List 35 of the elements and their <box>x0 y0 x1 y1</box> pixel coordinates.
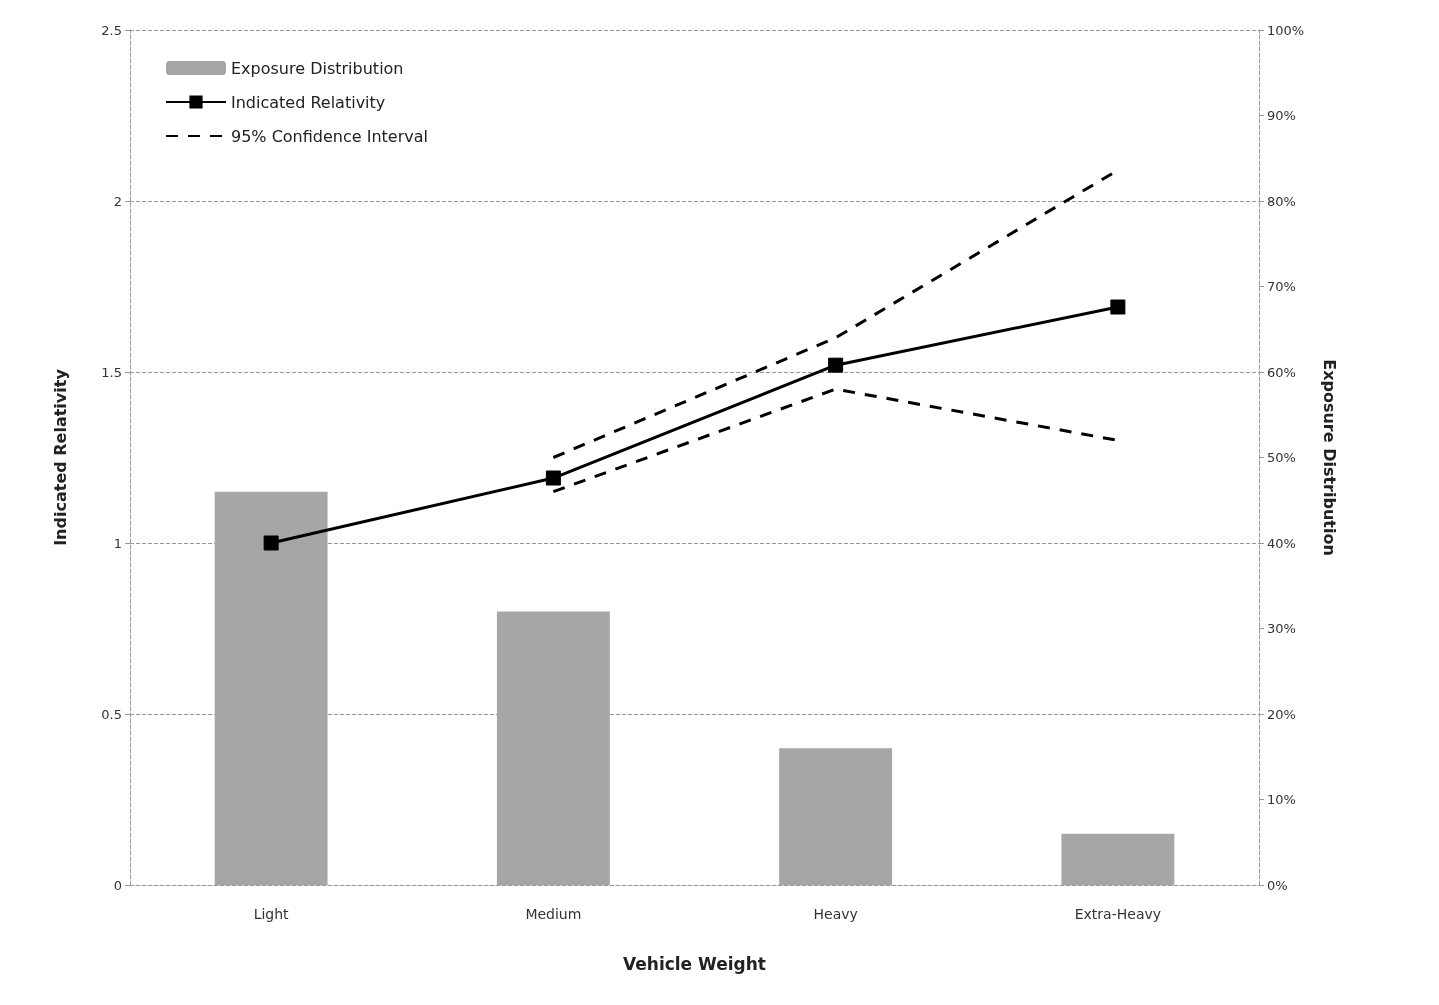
x-tick-label: Medium <box>525 906 582 922</box>
point <box>545 470 561 486</box>
y-tick-label: 1 <box>113 535 122 551</box>
y2-tick-label: 70% <box>1267 279 1296 294</box>
bar <box>214 491 328 885</box>
y2-tick-label: 80% <box>1267 193 1296 209</box>
y-axis-title: Indicated Relativity <box>50 368 70 546</box>
y-tick-label: 2 <box>113 193 122 209</box>
point <box>1110 299 1126 315</box>
y2-tick-label: 50% <box>1267 450 1296 465</box>
bar <box>1061 833 1175 885</box>
y-tick-label: 2.5 <box>101 22 122 38</box>
point <box>263 535 279 551</box>
point <box>828 357 844 373</box>
x-tick-label: Light <box>253 906 290 922</box>
legend-label: 95% Confidence Interval <box>231 126 428 146</box>
legend-label: Exposure Distribution <box>231 58 404 78</box>
y2-axis-title: Exposure Distribution <box>1319 359 1339 556</box>
y2-tick-label: 10% <box>1267 792 1296 807</box>
y2-tick-label: 30% <box>1267 621 1296 636</box>
x-tick-label: Heavy <box>813 906 858 922</box>
y2-tick-label: 0% <box>1267 877 1288 893</box>
y-tick-label: 0 <box>113 877 122 893</box>
y2-tick-label: 40% <box>1267 535 1296 551</box>
y2-tick-label: 20% <box>1267 706 1296 722</box>
x-axis-title: Vehicle Weight <box>623 953 766 974</box>
x-tick-label: Extra-Heavy <box>1074 906 1162 922</box>
legend-label: Indicated Relativity <box>231 92 386 112</box>
bar <box>779 748 893 885</box>
y2-tick-label: 90% <box>1267 108 1296 123</box>
bar <box>496 611 610 885</box>
y2-tick-label: 60% <box>1267 364 1296 380</box>
y-tick-label: 0.5 <box>101 706 122 722</box>
y-tick-label: 1.5 <box>101 364 122 380</box>
y2-tick-label: 100% <box>1267 22 1305 38</box>
